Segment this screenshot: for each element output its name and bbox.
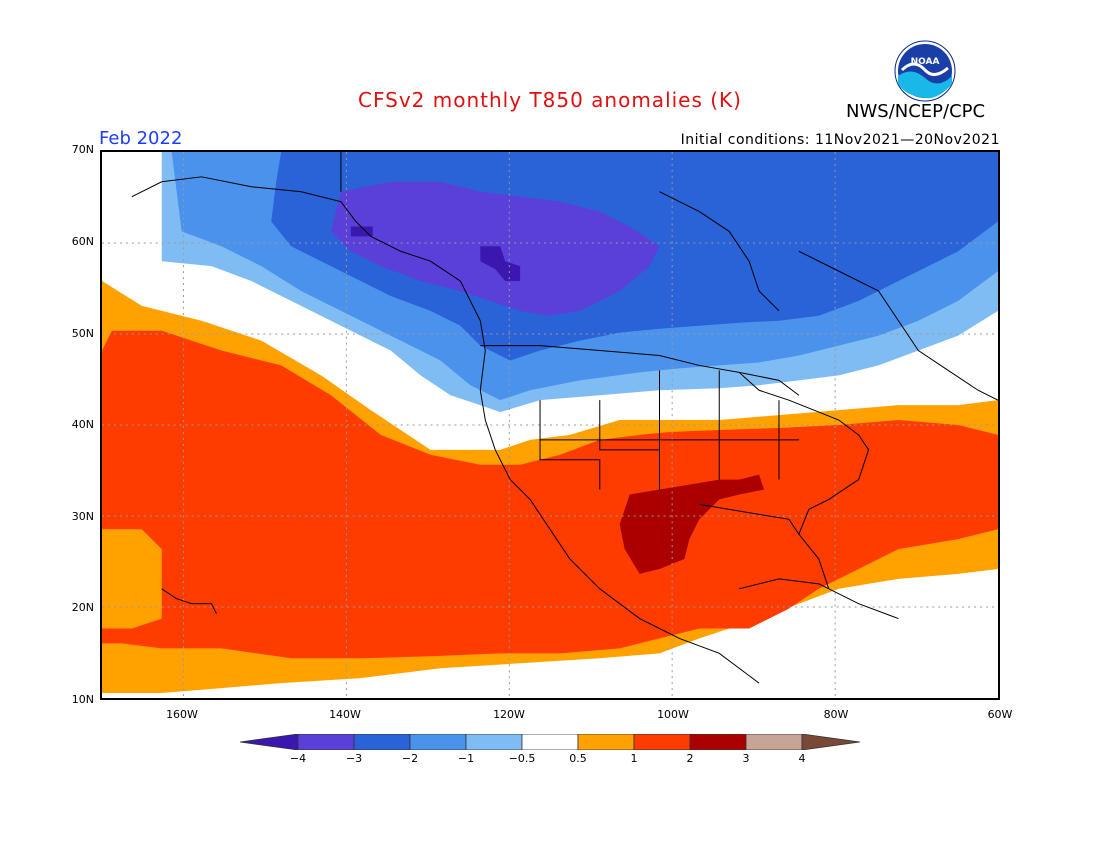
colorbar-label: −0.5	[508, 752, 536, 765]
initial-conditions: Initial conditions: 11Nov2021—20Nov2021	[680, 132, 1000, 148]
colorbar-swatch	[577, 734, 635, 750]
graticule	[102, 152, 998, 698]
coastlines	[131, 152, 998, 684]
anomaly-band-strong-cold	[480, 246, 521, 282]
colorbar-swatch	[297, 734, 355, 750]
svg-text:NOAA: NOAA	[911, 57, 940, 67]
forecast-month: Feb 2022	[99, 128, 183, 149]
anomaly-band-hot	[619, 474, 765, 574]
colorbar-label: 4	[798, 752, 806, 765]
colorbar-label: −1	[457, 752, 475, 765]
colorbar-swatch	[745, 734, 803, 750]
lat-label: 70N	[71, 143, 94, 156]
colorbar-label: −4	[289, 752, 307, 765]
map-title: CFSv2 monthly T850 anomalies (K)	[358, 88, 742, 112]
colorbar-swatch	[465, 734, 523, 750]
anomaly-band-strong-cold	[350, 226, 373, 237]
colorbar-swatch	[521, 734, 579, 750]
lon-label: 160W	[166, 708, 198, 721]
anomaly-map	[100, 150, 1000, 700]
anomaly-band-slightly-warm	[102, 281, 112, 351]
colorbar-swatch	[801, 734, 860, 750]
colorbar-label: 1	[630, 752, 638, 765]
lon-label: 80W	[823, 708, 849, 721]
lat-label: 10N	[71, 693, 94, 706]
lon-label: 120W	[493, 708, 525, 721]
colorbar-swatch	[689, 734, 747, 750]
colorbar-swatch	[633, 734, 691, 750]
colorbar-label: 3	[742, 752, 750, 765]
colorbar-label: −2	[401, 752, 419, 765]
anomaly-band-warm	[102, 330, 998, 659]
colorbar-swatch	[353, 734, 411, 750]
lat-label: 60N	[71, 235, 94, 248]
noaa-logo: NOAA	[894, 40, 956, 102]
colorbar-label: −3	[345, 752, 363, 765]
colorbar-swatch	[240, 734, 299, 750]
anomaly-band-slightly-warm	[102, 529, 162, 629]
colorbar-swatch	[409, 734, 467, 750]
lon-label: 60W	[987, 708, 1013, 721]
colorbar-label: 2	[686, 752, 694, 765]
lat-label: 20N	[71, 601, 94, 614]
lat-label: 40N	[71, 418, 94, 431]
colorbar-label: 0.5	[569, 752, 587, 765]
agency-label: NWS/NCEP/CPC	[846, 101, 986, 122]
colorbar	[240, 734, 860, 750]
lon-label: 140W	[329, 708, 361, 721]
lon-label: 100W	[657, 708, 689, 721]
lat-label: 30N	[71, 510, 94, 523]
lat-label: 50N	[71, 327, 94, 340]
